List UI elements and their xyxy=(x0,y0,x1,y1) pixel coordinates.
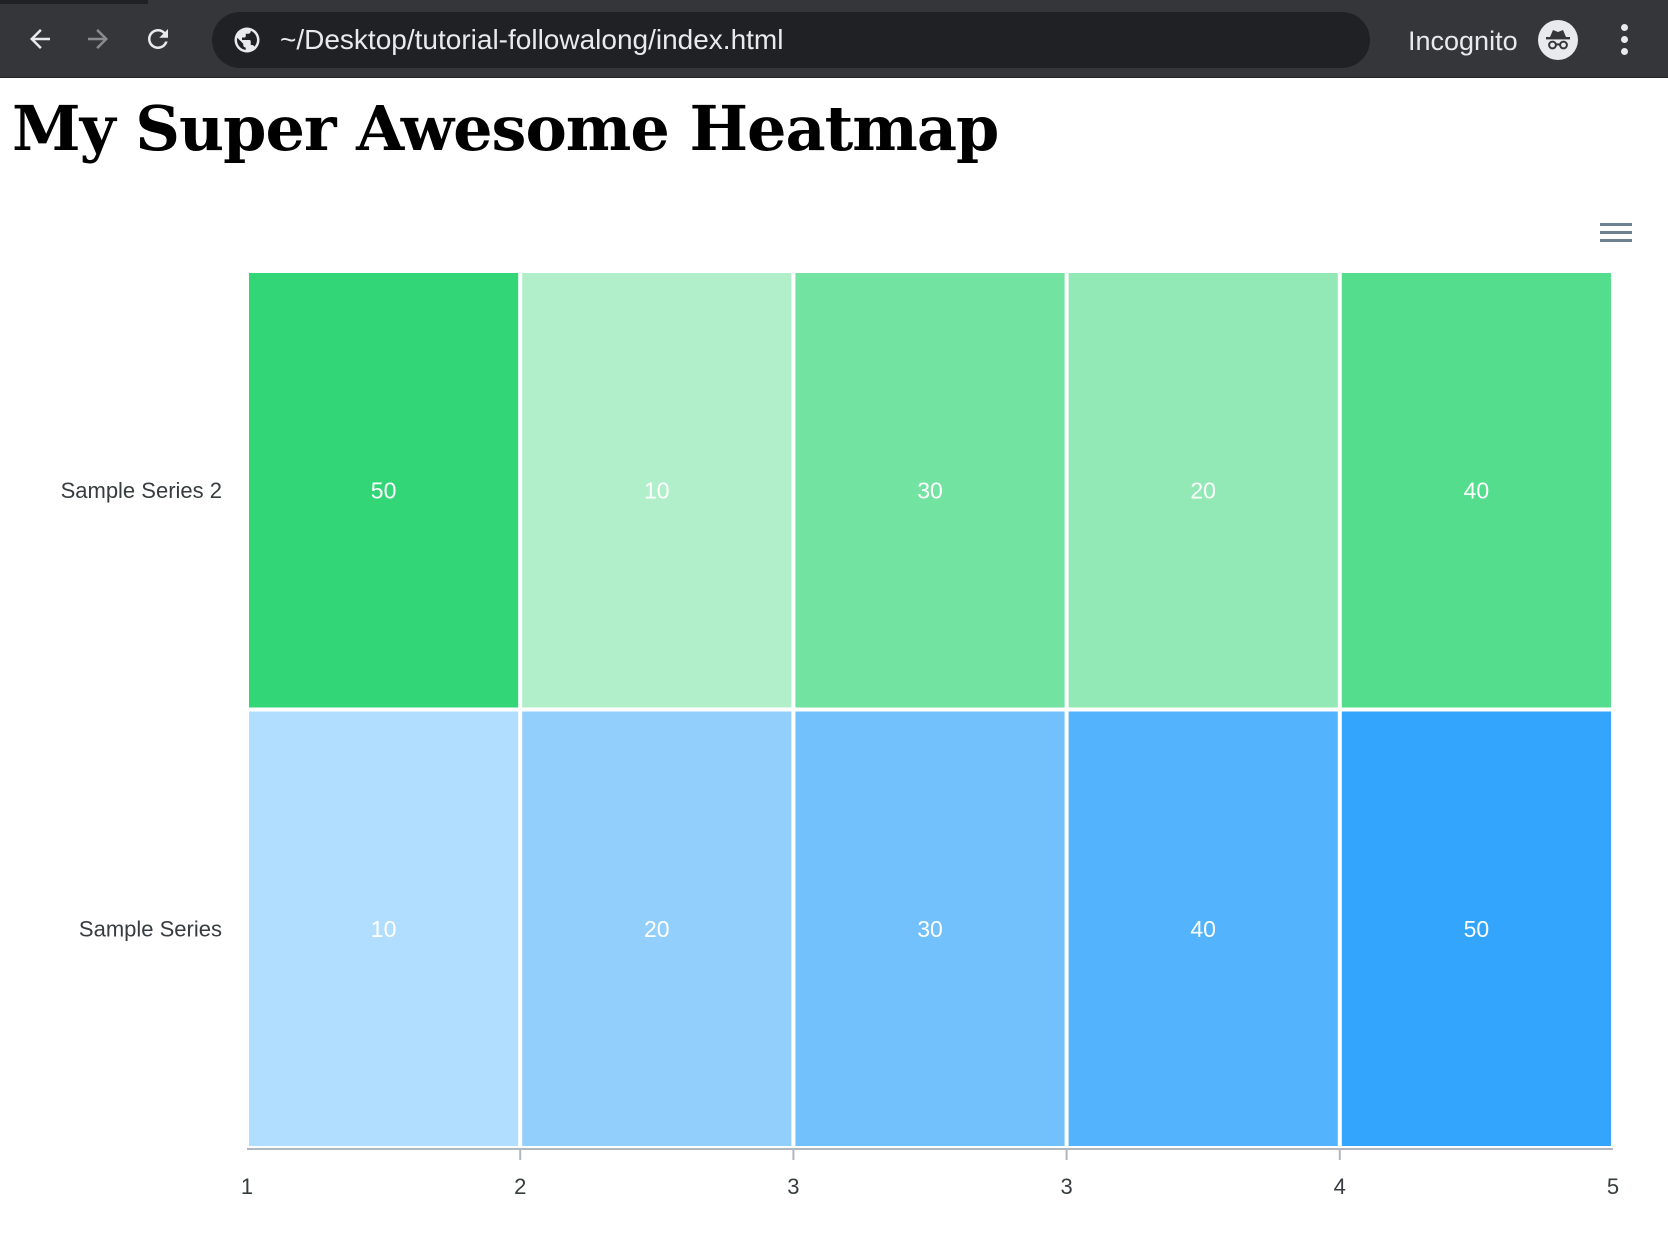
x-axis-tick-label: 5 xyxy=(1607,1174,1619,1199)
page-title: My Super Awesome Heatmap xyxy=(12,92,999,165)
browser-toolbar: ~/Desktop/tutorial-followalong/index.htm… xyxy=(0,0,1668,78)
forward-arrow-icon xyxy=(88,29,108,49)
y-axis-label: Sample Series 2 xyxy=(61,478,222,503)
heatmap-cell[interactable] xyxy=(795,273,1065,708)
tab-strip-edge xyxy=(0,0,148,4)
url-text: ~/Desktop/tutorial-followalong/index.htm… xyxy=(280,24,784,55)
y-axis-label: Sample Series xyxy=(79,917,222,942)
back-arrow-icon xyxy=(30,29,50,49)
globe-icon[interactable] xyxy=(232,25,262,55)
address-bar[interactable]: ~/Desktop/tutorial-followalong/index.htm… xyxy=(212,12,1370,68)
reload-icon xyxy=(148,29,168,49)
incognito-label[interactable]: Incognito xyxy=(1408,26,1518,56)
x-axis-tick-label: 1 xyxy=(241,1174,253,1199)
heatmap-cell[interactable] xyxy=(1341,711,1611,1147)
heatmap-cell[interactable] xyxy=(249,273,519,708)
reload-button[interactable] xyxy=(138,19,178,59)
heatmap-cell[interactable] xyxy=(1341,273,1611,708)
incognito-icon[interactable] xyxy=(1538,20,1578,60)
incognito-glyph xyxy=(1546,30,1570,50)
heatmap-cell[interactable] xyxy=(1068,273,1338,708)
heatmap-cell[interactable] xyxy=(522,273,792,708)
heatmap-cell[interactable] xyxy=(522,711,792,1147)
hamburger-menu-icon[interactable] xyxy=(1598,218,1634,248)
heatmap-cell[interactable] xyxy=(1068,711,1338,1147)
kebab-menu-icon[interactable] xyxy=(1610,22,1638,58)
x-axis-tick-label: 4 xyxy=(1334,1174,1346,1199)
heatmap-cell[interactable] xyxy=(795,711,1065,1147)
x-axis-tick-label: 3 xyxy=(787,1174,799,1199)
x-axis-tick-label: 2 xyxy=(514,1174,526,1199)
back-button[interactable] xyxy=(20,19,60,59)
heatmap-cell[interactable] xyxy=(249,711,519,1147)
forward-button[interactable] xyxy=(78,19,118,59)
x-axis-tick-label: 3 xyxy=(1060,1174,1072,1199)
